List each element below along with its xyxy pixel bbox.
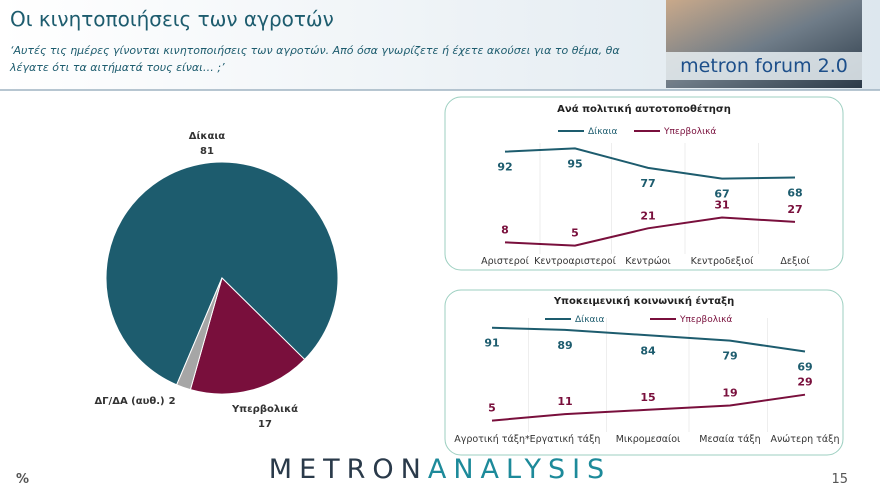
- slice-value: 2: [169, 396, 176, 407]
- slide-title: Οι κινητοποιήσεις των αγροτών: [10, 7, 334, 31]
- data-label: 69: [797, 360, 812, 373]
- x-tick-label: Δεξιοί: [780, 256, 810, 267]
- panel: [444, 96, 844, 271]
- brand-part: METRON: [269, 454, 428, 485]
- subtitle: λέγατε ότι τα αιτήματά τους είναι… ;’: [9, 61, 225, 74]
- series-line: [491, 326, 806, 353]
- panel: [444, 289, 844, 456]
- page-number: 15: [831, 472, 848, 487]
- slice-label: ΔΓ/ΔΑ (αυθ.): [94, 396, 164, 407]
- data-label: 8: [501, 223, 509, 236]
- data-label: 15: [640, 391, 655, 404]
- x-tick-label: Μεσαία τάξη: [699, 434, 760, 445]
- pie-slice: [105, 161, 339, 386]
- data-label: 31: [714, 199, 729, 212]
- brand: METRONANALYSIS: [269, 454, 611, 485]
- data-label: 5: [488, 402, 496, 415]
- slice-label: Υπερβολικά: [231, 403, 298, 415]
- data-label: 77: [640, 177, 655, 190]
- slice-value: 17: [258, 419, 272, 430]
- chart-title: Ανά πολιτική αυτοτοποθέτηση: [557, 103, 731, 115]
- data-label: 11: [557, 395, 572, 408]
- x-tick-label: Κεντροαριστεροί: [534, 256, 616, 267]
- data-label: 92: [497, 161, 512, 174]
- x-tick-label: Εργατική τάξη: [530, 434, 601, 445]
- legend-label: Υπερβολικά: [679, 315, 732, 325]
- series-line: [504, 147, 796, 180]
- data-label: 79: [722, 350, 737, 363]
- x-tick-label: Αγροτική τάξη*: [454, 434, 530, 445]
- data-label: 67: [714, 188, 729, 201]
- pie-slice: [176, 277, 223, 391]
- data-label: 27: [787, 203, 802, 216]
- unit-label: %: [16, 472, 29, 487]
- data-label: 19: [722, 386, 737, 399]
- brand-part: ANALYSIS: [428, 454, 611, 485]
- slice-label-group: ΔΓ/ΔΑ (αυθ.) 2: [94, 396, 175, 407]
- data-label: 91: [484, 337, 499, 350]
- slice-label: Δίκαια: [189, 130, 226, 142]
- logo-text: metron forum 2.0: [680, 55, 848, 77]
- data-label: 68: [787, 187, 802, 200]
- legend-label: Υπερβολικά: [663, 127, 716, 137]
- data-label: 5: [571, 227, 579, 240]
- chart-title: Υποκειμενική κοινωνική ένταξη: [553, 295, 734, 307]
- data-label: 89: [557, 339, 572, 352]
- legend-label: Δίκαια: [588, 127, 617, 137]
- x-tick-label: Ανώτερη τάξη: [771, 434, 840, 445]
- x-tick-label: Κεντροδεξιοί: [691, 256, 755, 267]
- subtitle: ‘Αυτές τις ημέρες γίνονται κινητοποιήσει…: [10, 44, 620, 57]
- series-line: [491, 393, 806, 422]
- series-line: [504, 216, 796, 247]
- data-label: 21: [640, 209, 655, 222]
- logo-band: [666, 52, 862, 80]
- data-label: 95: [567, 157, 582, 170]
- data-label: 29: [797, 376, 812, 389]
- slice-value: 81: [200, 146, 214, 157]
- x-tick-label: Μικρομεσαίοι: [616, 434, 681, 445]
- legend-label: Δίκαια: [575, 315, 604, 325]
- x-tick-label: Αριστεροί: [481, 256, 529, 267]
- data-label: 84: [640, 344, 656, 357]
- x-tick-label: Κεντρώοι: [625, 256, 670, 267]
- pie-slice: [189, 277, 306, 395]
